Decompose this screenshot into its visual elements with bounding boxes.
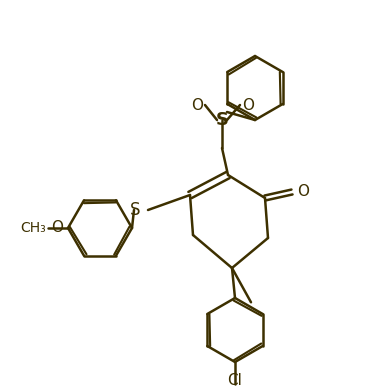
Text: O: O <box>191 97 203 113</box>
Text: CH₃: CH₃ <box>20 221 46 235</box>
Text: O: O <box>242 97 254 113</box>
Text: O: O <box>51 221 63 235</box>
Text: S: S <box>130 201 140 219</box>
Text: Cl: Cl <box>228 373 242 388</box>
Text: O: O <box>297 185 309 199</box>
Text: S: S <box>215 111 229 129</box>
